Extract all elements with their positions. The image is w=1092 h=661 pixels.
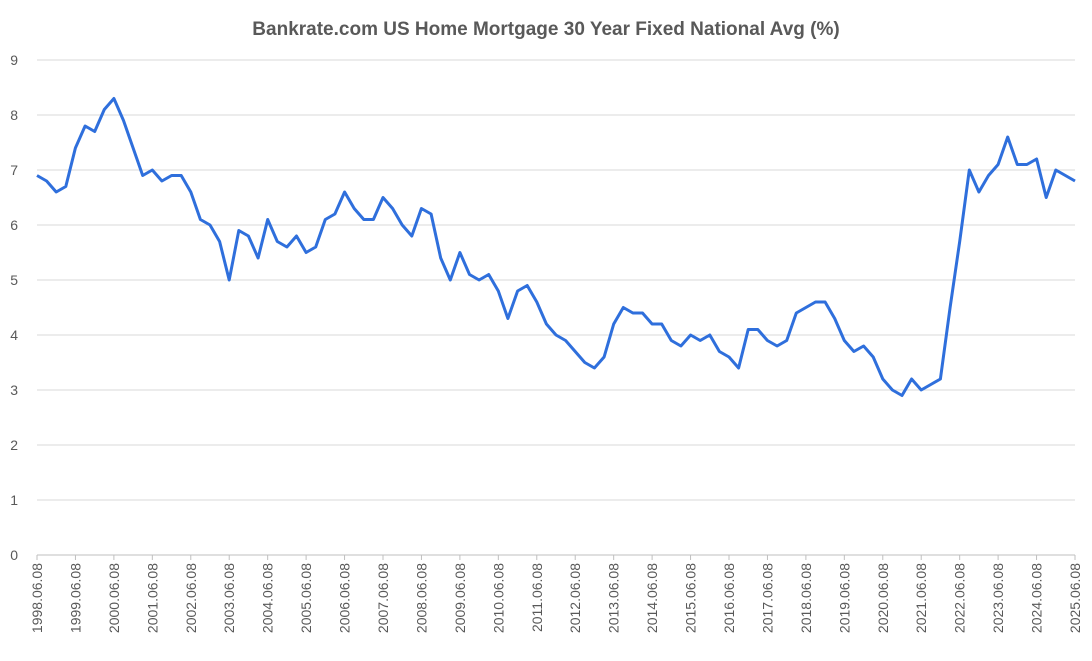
x-tick-label: 2016.06.08 bbox=[721, 563, 737, 633]
y-tick-label: 1 bbox=[10, 492, 18, 508]
y-tick-label: 8 bbox=[10, 107, 18, 123]
y-tick-label: 3 bbox=[10, 382, 18, 398]
x-tick-label: 2023.06.08 bbox=[990, 563, 1006, 633]
y-tick-label: 6 bbox=[10, 217, 18, 233]
x-tick-label: 2012.06.08 bbox=[567, 563, 583, 633]
y-tick-label: 5 bbox=[10, 272, 18, 288]
x-tick-label: 1999.06.08 bbox=[67, 563, 83, 633]
x-tick-label: 2018.06.08 bbox=[798, 563, 814, 633]
x-tick-label: 2006.06.08 bbox=[337, 563, 353, 633]
y-tick-label: 9 bbox=[10, 52, 18, 68]
x-tick-label: 2007.06.08 bbox=[375, 563, 391, 633]
x-tick-label: 2000.06.08 bbox=[106, 563, 122, 633]
x-tick-label: 2020.06.08 bbox=[875, 563, 891, 633]
x-tick-label: 2008.06.08 bbox=[413, 563, 429, 633]
x-tick-label: 2022.06.08 bbox=[952, 563, 968, 633]
x-tick-label: 2005.06.08 bbox=[298, 563, 314, 633]
y-tick-label: 7 bbox=[10, 162, 18, 178]
x-tick-label: 2004.06.08 bbox=[260, 563, 276, 633]
x-tick-label: 2010.06.08 bbox=[490, 563, 506, 633]
x-tick-label: 2017.06.08 bbox=[759, 563, 775, 633]
x-tick-label: 2002.06.08 bbox=[183, 563, 199, 633]
x-tick-label: 2014.06.08 bbox=[644, 563, 660, 633]
rate-line bbox=[36, 97, 1076, 397]
x-tick-label: 2021.06.08 bbox=[913, 563, 929, 633]
x-tick-label: 2013.06.08 bbox=[606, 563, 622, 633]
x-tick-label: 2003.06.08 bbox=[221, 563, 237, 633]
x-tick-label: 2001.06.08 bbox=[144, 563, 160, 633]
x-tick-label: 1998.06.08 bbox=[29, 563, 45, 633]
x-tick-label: 2009.06.08 bbox=[452, 563, 468, 633]
x-tick-label: 2025.06.08 bbox=[1067, 563, 1083, 633]
x-tick-label: 2011.06.08 bbox=[529, 563, 545, 632]
y-tick-label: 4 bbox=[10, 327, 18, 343]
x-tick-label: 2019.06.08 bbox=[836, 563, 852, 633]
chart-title: Bankrate.com US Home Mortgage 30 Year Fi… bbox=[252, 19, 839, 40]
x-tick-label: 2015.06.08 bbox=[683, 563, 699, 633]
x-tick-label: 2024.06.08 bbox=[1029, 563, 1045, 633]
y-tick-label: 2 bbox=[10, 437, 18, 453]
y-tick-label: 0 bbox=[10, 547, 18, 563]
